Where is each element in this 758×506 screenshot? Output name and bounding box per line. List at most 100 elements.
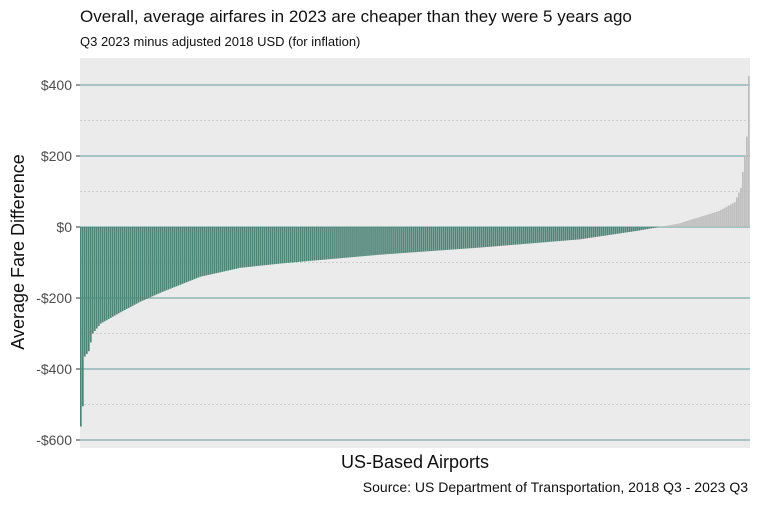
airport-bar (550, 227, 553, 242)
airport-bar (123, 227, 126, 311)
airport-bar (345, 227, 347, 258)
airport-bar (570, 227, 573, 241)
airport-bar (470, 227, 473, 249)
airport-bar (646, 227, 648, 230)
airport-bar (542, 227, 545, 243)
airport-bar (440, 227, 443, 251)
airport-bar (317, 227, 319, 261)
airport-bar (480, 227, 483, 248)
airport-bar (195, 227, 198, 279)
airport-bar (311, 227, 313, 261)
airport-bar (432, 227, 435, 251)
bars (80, 76, 750, 427)
airport-bar (552, 227, 555, 242)
airport-bar (251, 227, 254, 267)
airport-bar (231, 227, 234, 270)
airport-bar (275, 227, 278, 264)
airport-bar (634, 227, 637, 232)
airport-bar (177, 227, 180, 286)
airport-bar (359, 227, 361, 257)
airport-bar (418, 227, 421, 252)
airport-bar (303, 227, 306, 262)
source-caption: Source: US Department of Transportation,… (362, 479, 748, 495)
airport-bar (584, 227, 587, 239)
airport-bar (223, 227, 226, 272)
airport-bar (185, 227, 188, 283)
airport-bar (642, 227, 645, 230)
airport-bar (281, 227, 284, 264)
airport-bar (375, 227, 377, 256)
airport-bar (638, 227, 641, 231)
airport-bar (600, 227, 603, 237)
airport-bar (538, 227, 541, 243)
airport-bar (259, 227, 262, 266)
airport-bar (339, 227, 341, 259)
airport-bar (305, 227, 308, 262)
airport-bar (367, 227, 369, 256)
airport-bar (596, 227, 599, 237)
airport-bar (714, 212, 716, 227)
airport-bar (331, 227, 333, 259)
airport-bar (109, 227, 112, 318)
airport-bar (233, 227, 236, 270)
airport-bar (562, 227, 565, 241)
airport-bar (321, 227, 323, 260)
airport-bar (534, 227, 537, 244)
airport-bar (728, 205, 730, 227)
airport-bar (363, 227, 365, 257)
airport-bar (293, 227, 296, 263)
airport-bar (668, 225, 670, 227)
airport-bar (684, 221, 686, 227)
airport-bar (85, 227, 88, 354)
airport-bar (403, 227, 405, 253)
airport-bar (171, 227, 174, 288)
airport-bar (263, 227, 266, 266)
airport-bar (145, 227, 148, 299)
airport-bar (91, 227, 94, 334)
airport-bar (261, 227, 264, 266)
airport-bar (385, 227, 387, 255)
airport-bar (115, 227, 118, 315)
airport-bar (299, 227, 302, 262)
airport-bar (676, 223, 678, 227)
y-tick-label: $200 (41, 148, 72, 164)
airport-bar (175, 227, 178, 287)
airport-bar (540, 227, 543, 243)
airport-bar (97, 227, 100, 327)
airport-bar (476, 227, 479, 248)
airport-bar (271, 227, 274, 265)
airport-bar (129, 227, 132, 307)
airport-bar (674, 224, 676, 227)
airport-bar (688, 220, 690, 227)
airport-bar (151, 227, 154, 297)
airport-bar (241, 227, 244, 268)
airport-bar (207, 227, 210, 275)
airport-bar (494, 227, 497, 247)
airport-bar (536, 227, 539, 243)
airport-bar (143, 227, 146, 300)
airport-bar (227, 227, 230, 271)
airport-bar (456, 227, 459, 250)
airport-bar (149, 227, 152, 298)
airport-bar (458, 227, 461, 250)
airport-bar (466, 227, 469, 249)
airport-bar (532, 227, 535, 244)
airport-bar (522, 227, 525, 244)
airport-bar (383, 227, 385, 255)
airport-bar (169, 227, 172, 289)
airport-bar (544, 227, 547, 243)
airport-bar (87, 227, 90, 352)
airport-bar (722, 208, 724, 227)
airport-bar (355, 227, 357, 257)
airport-bar (734, 202, 736, 227)
airport-bar (349, 227, 351, 258)
airport-bar (558, 227, 561, 242)
airport-bar (700, 216, 702, 227)
airport-bar (500, 227, 503, 246)
airport-bar (319, 227, 321, 261)
airport-bar (133, 227, 136, 305)
airport-bar (277, 227, 280, 264)
airport-bar (137, 227, 140, 303)
airport-bar (686, 220, 688, 227)
